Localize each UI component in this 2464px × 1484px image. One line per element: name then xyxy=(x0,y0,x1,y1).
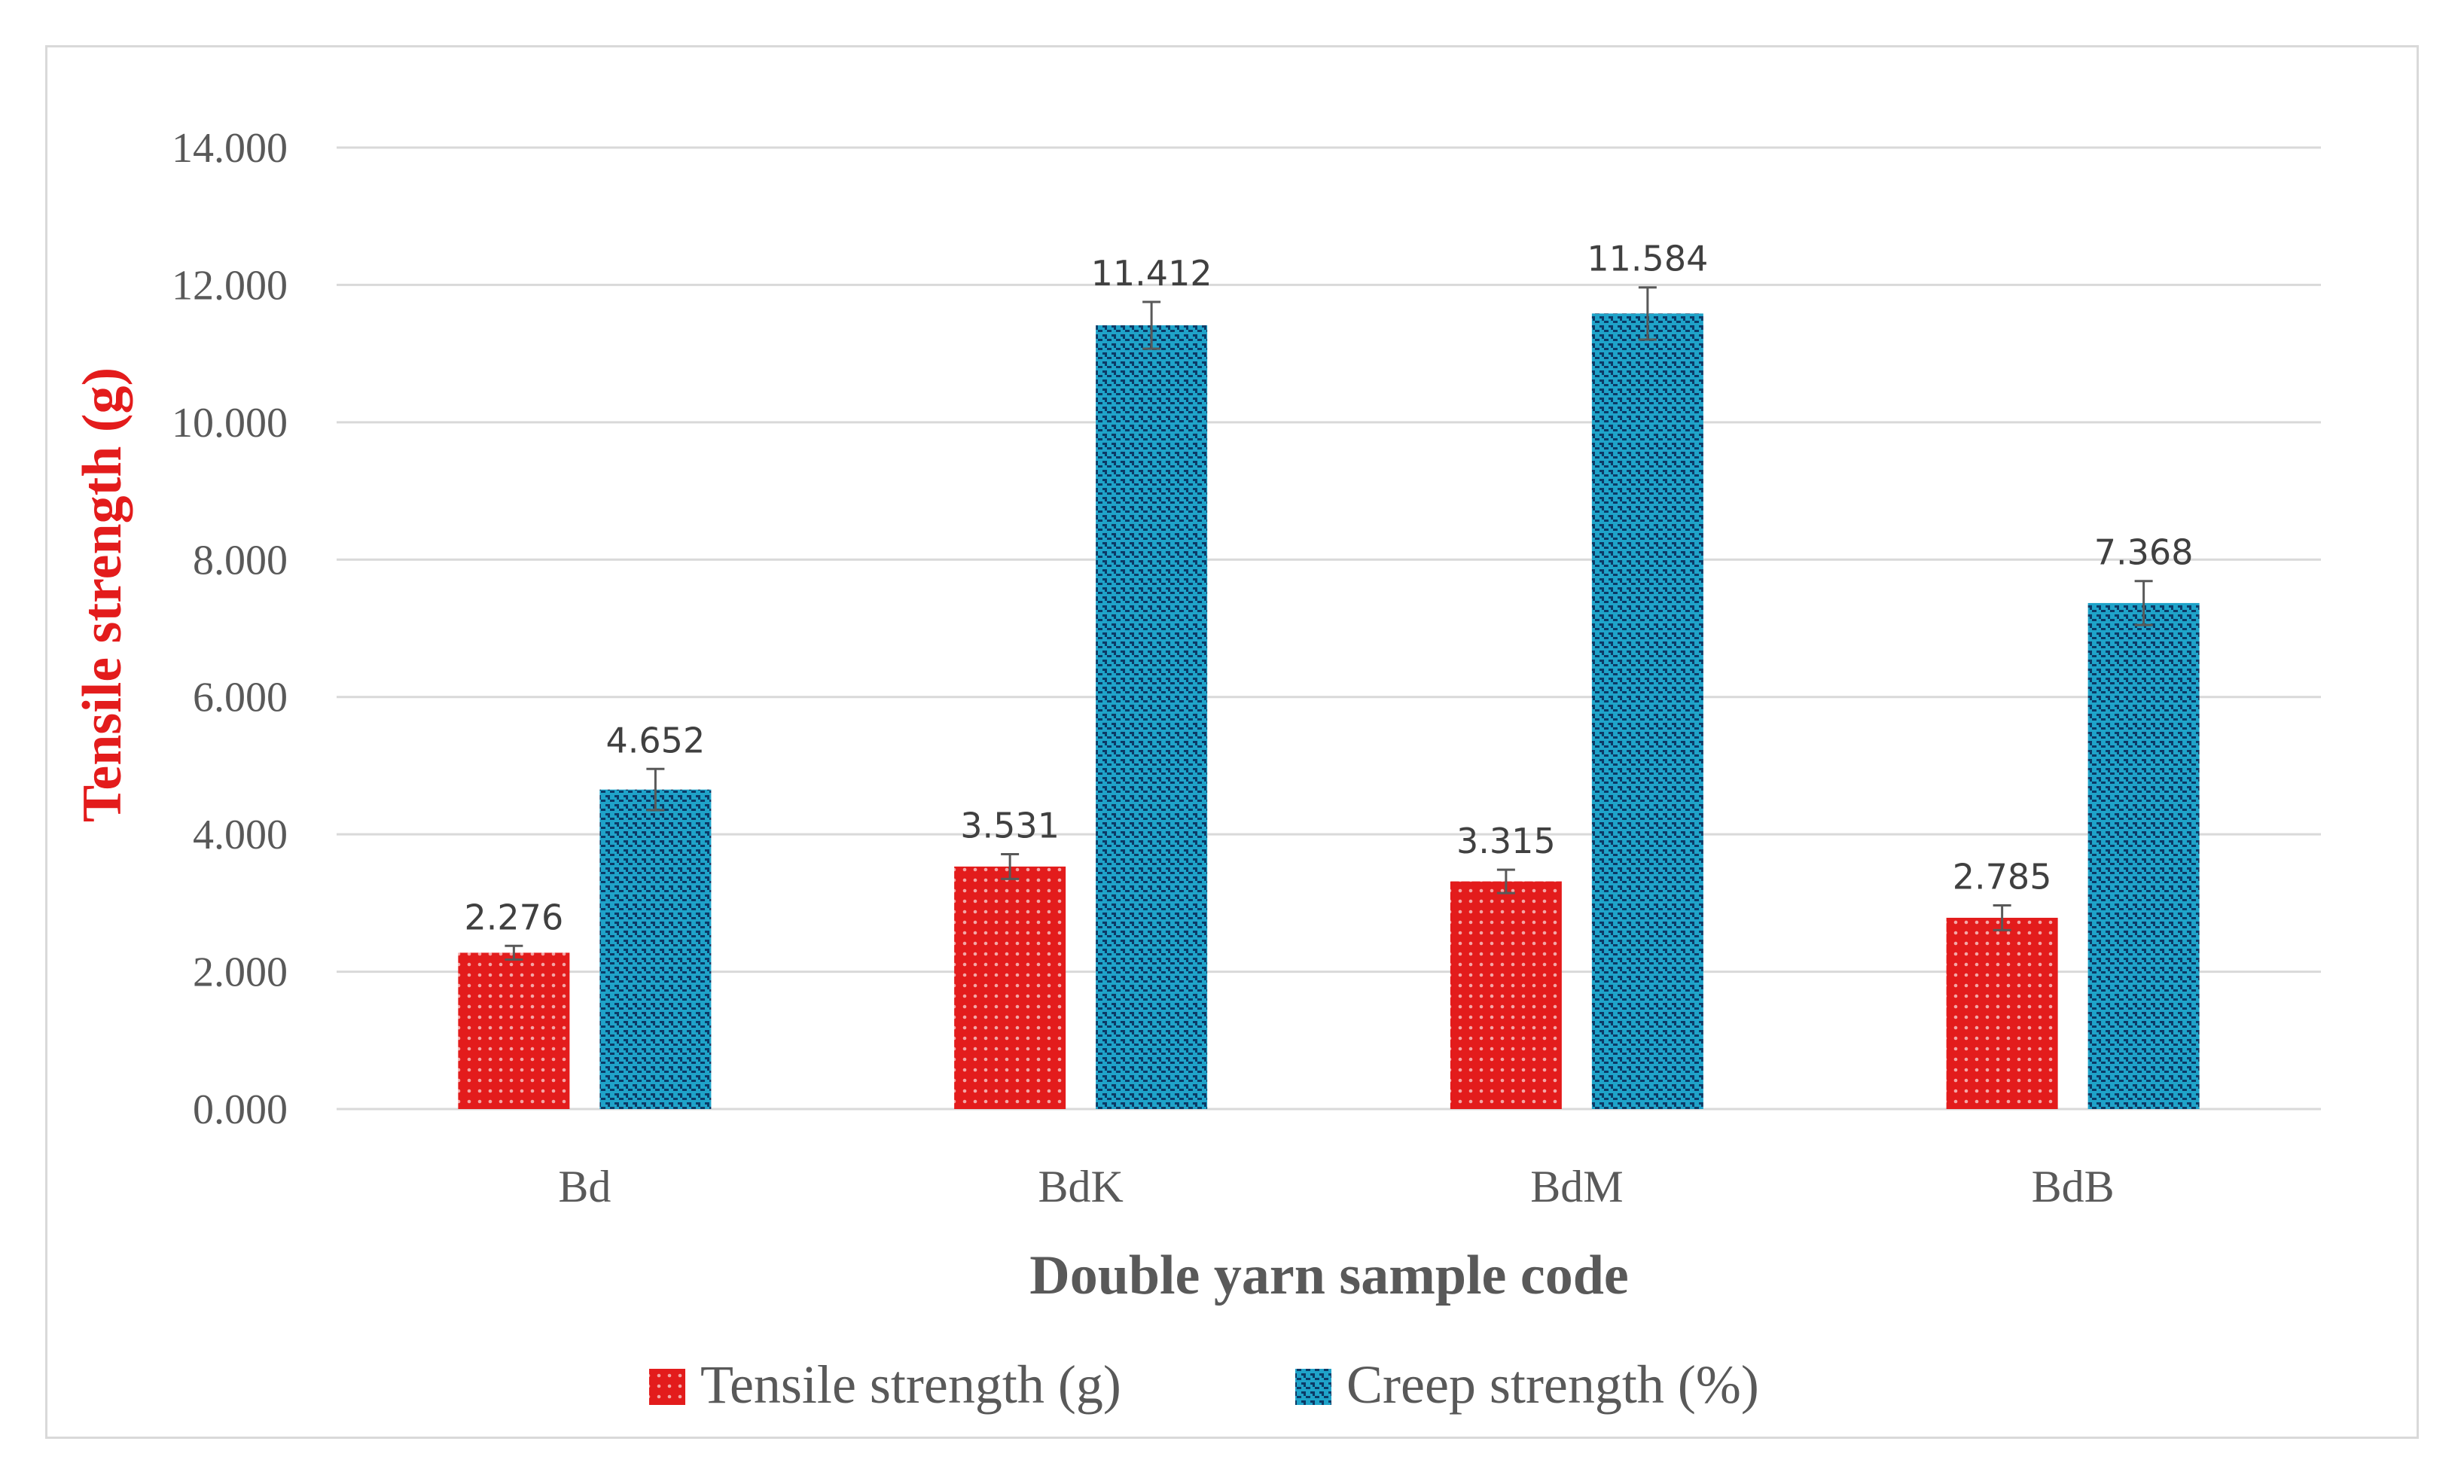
data-label: 4.652 xyxy=(606,720,706,760)
x-tick-label: BdB xyxy=(2032,1162,2115,1211)
legend-swatch-tensile xyxy=(649,1369,685,1405)
bar-creep-BdB xyxy=(2087,602,2200,1109)
error-bar xyxy=(1993,904,2011,931)
y-tick-label: 0.000 xyxy=(193,1086,288,1133)
y-tick-label: 12.000 xyxy=(172,262,288,309)
error-bar xyxy=(505,944,523,961)
legend-label-tensile: Tensile strength (g) xyxy=(700,1354,1121,1415)
x-axis-title: Double yarn sample code xyxy=(1029,1245,1629,1306)
error-bar xyxy=(646,767,665,812)
bar-creep-BdK xyxy=(1096,325,1208,1110)
error-bar xyxy=(1638,286,1657,341)
x-tick-label: BdK xyxy=(1038,1162,1123,1211)
error-bar xyxy=(1001,853,1020,880)
bar-tensile-Bd xyxy=(458,952,570,1109)
data-label: 3.531 xyxy=(960,806,1060,846)
bar-tensile-BdK xyxy=(954,866,1066,1109)
data-labels: 2.276 4.652 3.531 11.412 3.315 11.584 2.785 7.3… xyxy=(465,239,2194,938)
y-tick-label: 2.000 xyxy=(193,949,288,996)
data-label: 7.368 xyxy=(2094,532,2194,573)
error-bar xyxy=(2134,580,2153,626)
y-tick-label: 6.000 xyxy=(193,675,288,721)
data-label: 11.584 xyxy=(1587,239,1708,279)
bar-creep-BdM xyxy=(1591,313,1703,1109)
x-axis-categories: Bd BdK BdM BdB xyxy=(558,1162,2114,1211)
x-tick-label: BdM xyxy=(1530,1162,1623,1211)
bar-creep-Bd xyxy=(599,789,712,1109)
error-bars xyxy=(505,286,2153,961)
data-label: 2.785 xyxy=(1953,857,2052,897)
y-tick-label: 8.000 xyxy=(193,537,288,584)
y-axis-ticks: 0.000 2.000 4.000 6.000 8.000 10.000 12.000 14.… xyxy=(172,125,288,1133)
data-label: 11.412 xyxy=(1091,253,1212,294)
y-tick-label: 4.000 xyxy=(193,812,288,858)
y-tick-label: 14.000 xyxy=(172,125,288,172)
y-axis-title: Tensile strength (g) xyxy=(72,367,133,822)
data-label: 2.276 xyxy=(465,897,564,937)
data-label: 3.315 xyxy=(1456,821,1556,861)
bars xyxy=(458,313,2200,1110)
error-bar xyxy=(1142,300,1161,350)
x-tick-label: Bd xyxy=(558,1162,611,1211)
chart-frame xyxy=(45,45,2419,1439)
legend: Tensile strength (g) Creep strength (%) xyxy=(649,1354,1759,1415)
bar-tensile-BdB xyxy=(1946,917,2058,1109)
legend-label-creep: Creep strength (%) xyxy=(1346,1354,1759,1415)
legend-swatch-creep xyxy=(1295,1369,1331,1405)
error-bar xyxy=(1496,868,1515,894)
y-tick-label: 10.000 xyxy=(172,400,288,446)
bar-tensile-BdM xyxy=(1450,881,1562,1109)
